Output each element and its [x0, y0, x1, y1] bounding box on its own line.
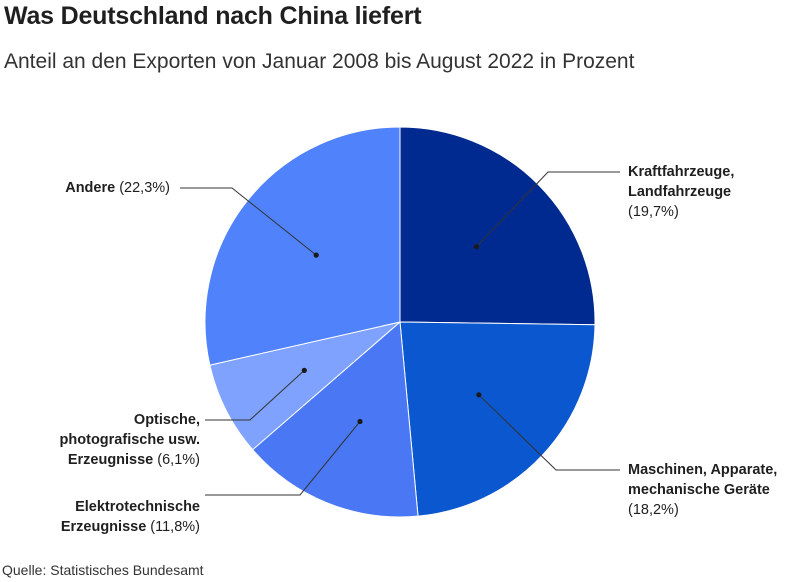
leader-line	[205, 421, 361, 496]
leader-line	[205, 370, 305, 421]
slice-label-andere: Andere (22,3%)	[65, 180, 170, 196]
leader-line	[478, 394, 620, 471]
leader-dot	[301, 367, 307, 373]
slice-label-optische: Optische, photografische usw. Erzeugniss…	[59, 412, 200, 468]
slice-kraftfahrzeuge	[399, 126, 596, 326]
leader-dot	[357, 418, 363, 425]
chart-subtitle: Anteil an den Exporten von Januar 2008 b…	[4, 50, 635, 73]
leader-dot	[313, 252, 319, 258]
source-note: Quelle: Statistisches Bundesamt	[2, 562, 204, 578]
chart-title: Was Deutschland nach China liefert	[4, 2, 422, 30]
leader-dot	[473, 244, 479, 250]
leader-line	[180, 187, 317, 256]
leader-line	[476, 171, 620, 248]
slice-maschinen	[399, 321, 596, 517]
slice-optische	[209, 321, 401, 451]
slice-label-elektrotechnische: Elektrotechnische Erzeugnisse (11,8%)	[60, 499, 200, 535]
slice-label-maschinen: Maschinen, Apparate, mechanische Geräte …	[628, 462, 778, 518]
slice-elektrotechnische	[251, 320, 419, 518]
leader-dot	[476, 392, 482, 398]
slice-label-kraftfahrzeuge: Kraftfahrzeuge, Landfahrzeuge (19,7%)	[628, 164, 735, 220]
